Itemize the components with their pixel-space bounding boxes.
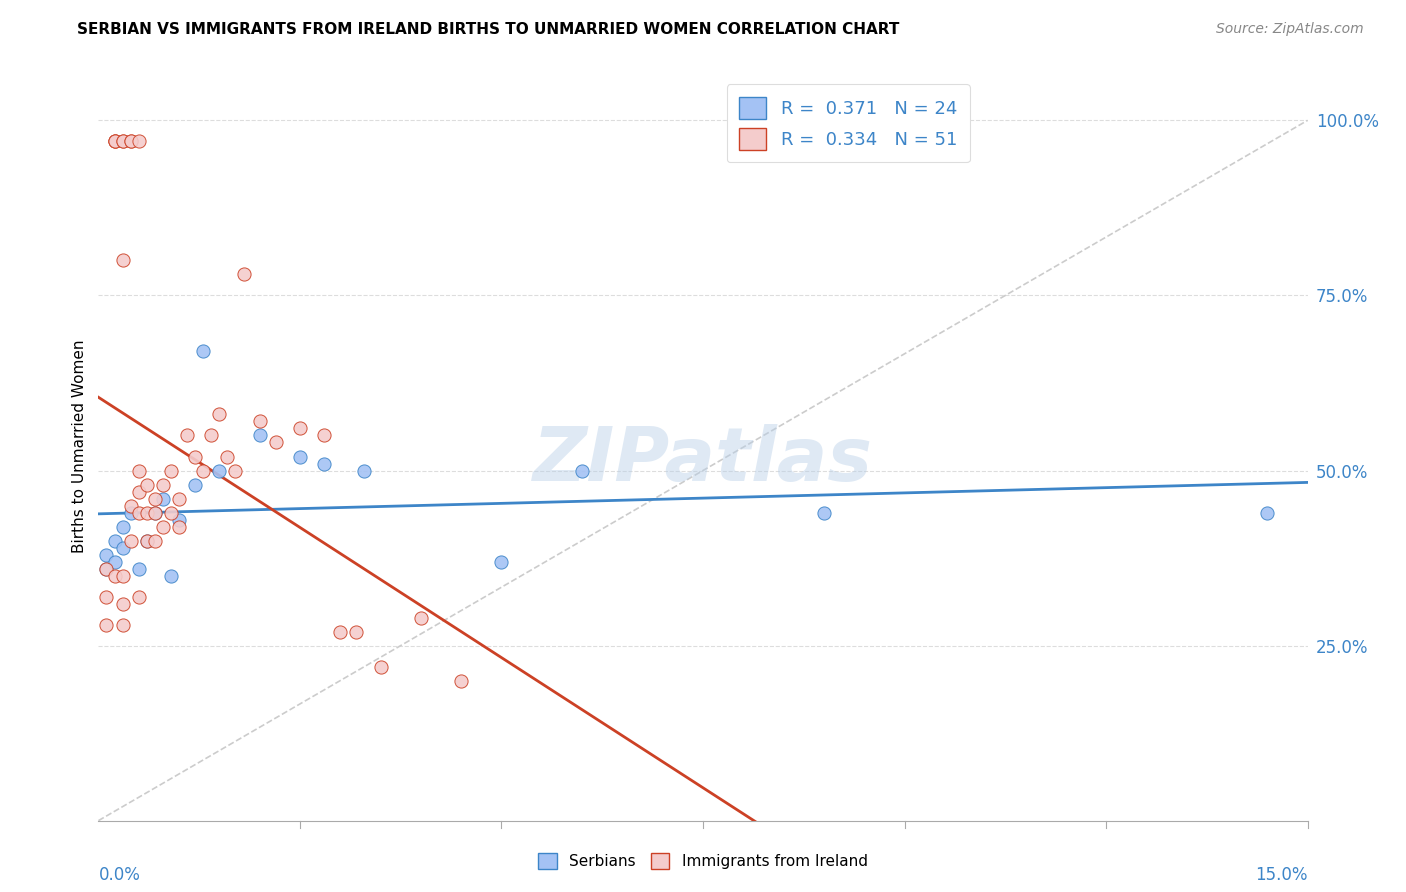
Point — [135, 533, 157, 548]
Point — [135, 477, 157, 491]
Point — [120, 533, 142, 548]
Text: ZIPatlas: ZIPatlas — [533, 425, 873, 498]
Point — [152, 491, 174, 506]
Point — [288, 421, 311, 435]
Point — [111, 135, 134, 149]
Point — [314, 428, 336, 442]
Point — [111, 617, 134, 632]
Point — [450, 673, 472, 688]
Point — [96, 561, 118, 575]
Point — [232, 268, 254, 282]
Point — [314, 457, 336, 471]
Point — [96, 590, 118, 604]
Point — [128, 484, 150, 499]
Point — [111, 541, 134, 555]
Point — [111, 519, 134, 533]
Point — [571, 463, 593, 477]
Point — [103, 135, 125, 149]
Point — [111, 253, 134, 268]
Text: 15.0%: 15.0% — [1256, 865, 1308, 884]
Point — [128, 506, 150, 520]
Point — [143, 506, 166, 520]
Point — [103, 568, 125, 582]
Point — [264, 435, 287, 450]
Legend: R =  0.371   N = 24, R =  0.334   N = 51: R = 0.371 N = 24, R = 0.334 N = 51 — [727, 84, 970, 162]
Point — [103, 135, 125, 149]
Point — [409, 610, 432, 624]
Point — [120, 135, 142, 149]
Point — [160, 568, 183, 582]
Point — [128, 590, 150, 604]
Point — [167, 512, 190, 526]
Point — [160, 506, 183, 520]
Point — [329, 624, 352, 639]
Point — [128, 463, 150, 477]
Point — [143, 533, 166, 548]
Point — [167, 491, 190, 506]
Point — [370, 659, 392, 673]
Point — [249, 428, 271, 442]
Point — [152, 519, 174, 533]
Point — [491, 555, 513, 569]
Point — [208, 463, 231, 477]
Point — [103, 555, 125, 569]
Point — [208, 408, 231, 422]
Point — [143, 506, 166, 520]
Point — [135, 506, 157, 520]
Point — [217, 450, 239, 464]
Point — [111, 597, 134, 611]
Point — [96, 561, 118, 575]
Point — [103, 135, 125, 149]
Point — [249, 415, 271, 429]
Point — [288, 450, 311, 464]
Point — [344, 624, 367, 639]
Text: Source: ZipAtlas.com: Source: ZipAtlas.com — [1216, 22, 1364, 37]
Text: 0.0%: 0.0% — [98, 865, 141, 884]
Point — [103, 533, 125, 548]
Point — [128, 135, 150, 149]
Point — [120, 506, 142, 520]
Point — [96, 617, 118, 632]
Point — [152, 477, 174, 491]
Point — [813, 506, 835, 520]
Point — [111, 135, 134, 149]
Legend: Serbians, Immigrants from Ireland: Serbians, Immigrants from Ireland — [533, 847, 873, 875]
Point — [184, 450, 207, 464]
Point — [353, 463, 375, 477]
Point — [193, 344, 215, 359]
Point — [200, 428, 222, 442]
Point — [160, 463, 183, 477]
Point — [120, 135, 142, 149]
Point — [167, 519, 190, 533]
Point — [111, 568, 134, 582]
Point — [96, 548, 118, 562]
Point — [184, 477, 207, 491]
Point — [128, 561, 150, 575]
Point — [1256, 506, 1278, 520]
Point — [224, 463, 246, 477]
Point — [176, 428, 198, 442]
Text: SERBIAN VS IMMIGRANTS FROM IRELAND BIRTHS TO UNMARRIED WOMEN CORRELATION CHART: SERBIAN VS IMMIGRANTS FROM IRELAND BIRTH… — [77, 22, 900, 37]
Point — [120, 499, 142, 513]
Point — [193, 463, 215, 477]
Point — [135, 533, 157, 548]
Y-axis label: Births to Unmarried Women: Births to Unmarried Women — [72, 339, 87, 553]
Point — [143, 491, 166, 506]
